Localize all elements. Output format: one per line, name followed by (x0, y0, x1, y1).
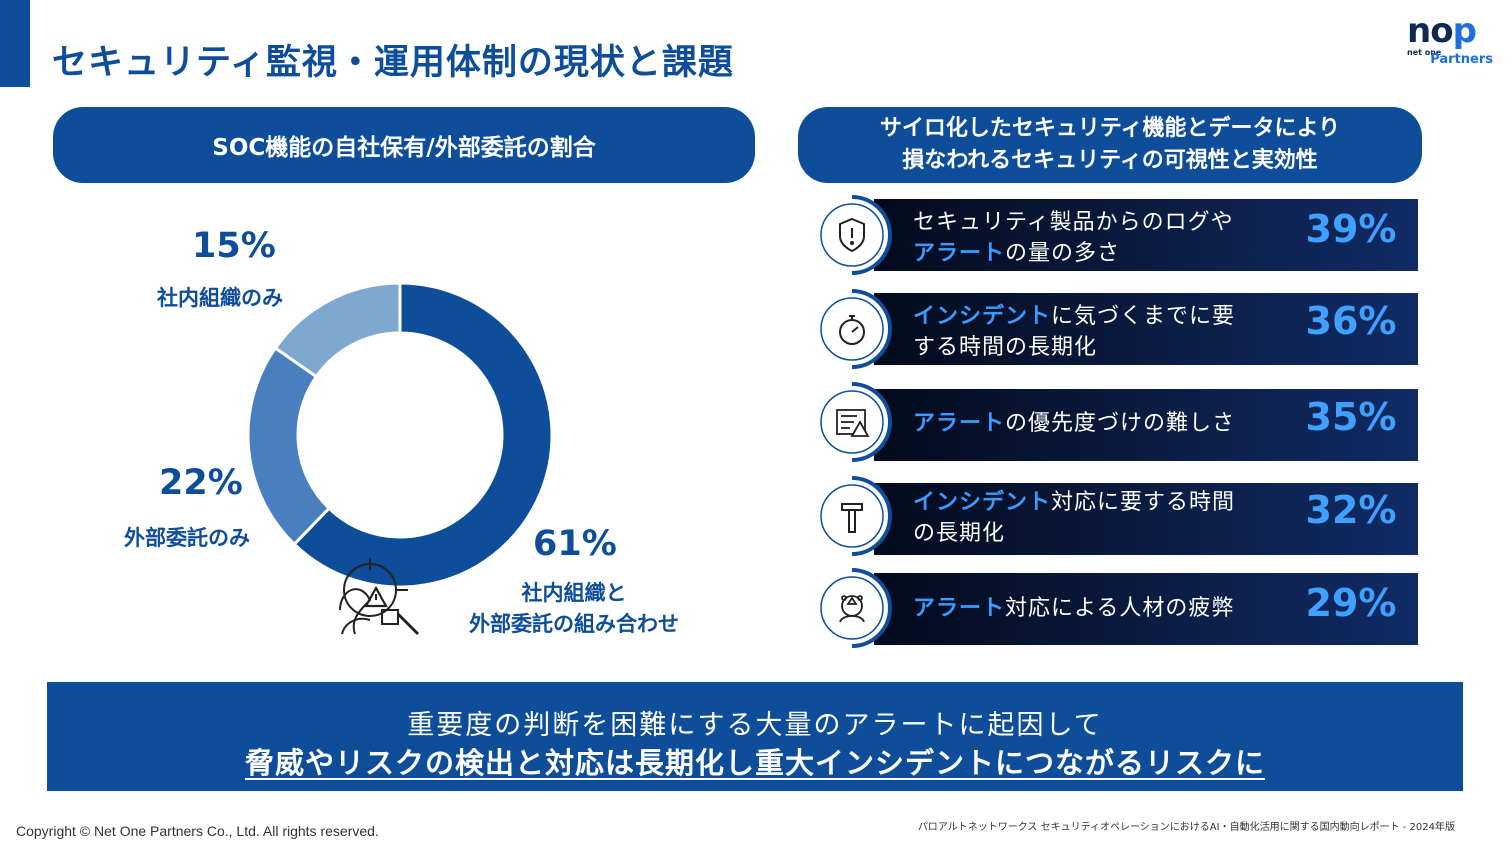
right-panel-header: サイロ化したセキュリティ機能とデータにより 損なわれるセキュリティの可視性と実効… (798, 107, 1422, 183)
issue-text-1: セキュリティ製品からのログや アラートの量の多さ (913, 207, 1293, 269)
checklist-warning-icon (836, 409, 870, 437)
slice-pct-22: 22% (159, 463, 243, 503)
issue-text-1-a: セキュリティ製品からのログや (913, 210, 1234, 235)
donut-slice (292, 281, 554, 589)
stopwatch-icon (839, 315, 865, 345)
page-title: セキュリティ監視・運用体制の現状と課題 (52, 43, 734, 83)
issue-text-2: インシデントに気づくまでに要 する時間の長期化 (913, 301, 1293, 363)
donut-slice (273, 281, 402, 379)
issue-row-bar (874, 199, 1418, 271)
issue-text-4-b: の長期化 (913, 521, 1006, 546)
issue-pct-1: 39% (1305, 207, 1397, 251)
issue-text-5-a: 対応による人材の疲弊 (1005, 596, 1235, 621)
issue-text-4: インシデント対応に要する時間 の長期化 (913, 487, 1293, 549)
right-header-line2: 損なわれるセキュリティの可視性と実効性 (902, 148, 1318, 173)
slice-label-combined: 社内組織と 外部委託の組み合わせ (448, 578, 700, 640)
slice-label-outsourced-only: 外部委託のみ (124, 526, 250, 550)
banner-line2-wrap: 脅威やリスクの検出と対応は長期化し重大インシデントにつながるリスクに (47, 740, 1463, 782)
issue-text-4-a: 対応に要する時間 (1051, 490, 1236, 515)
issue-row-bar (874, 389, 1418, 461)
security-analyst-alert-icon (339, 558, 420, 636)
issue-row-bar (874, 483, 1418, 555)
issue-text-2-b: する時間の長期化 (913, 335, 1098, 360)
issue-text-2-a: に気づくまでに要 (1051, 304, 1236, 329)
slice-label-combined-line2: 外部委託の組み合わせ (469, 612, 679, 636)
source-citation: パロアルトネットワークス セキュリティオペレーションにおけるAI・自動化活用に関… (917, 822, 1455, 833)
summary-banner: 重要度の判断を困難にする大量のアラートに起因して 脅威やリスクの検出と対応は長期… (47, 682, 1463, 791)
donut-chart (246, 281, 554, 636)
issue-text-1-b: の量の多さ (1005, 241, 1121, 266)
donut-slices (246, 281, 554, 589)
logo-line2: Partners (1430, 52, 1493, 67)
issue-row-badge (813, 568, 892, 648)
shield-alert-icon (839, 217, 865, 253)
company-logo: nop net one Partners (1407, 14, 1493, 70)
issue-row-badge (813, 289, 892, 369)
issue-highlight-alert: アラート (913, 596, 1006, 621)
issue-pct-2: 36% (1305, 299, 1397, 343)
issue-highlight-incident: インシデント (913, 304, 1052, 329)
slice-pct-15: 15% (192, 226, 276, 266)
issue-row-bar (874, 293, 1418, 365)
logo-mark-left: no (1407, 11, 1454, 51)
stressed-person-icon (839, 595, 865, 623)
right-header-line1: サイロ化したセキュリティ機能とデータにより (879, 116, 1341, 141)
issue-row-badge (813, 476, 892, 556)
issue-highlight-alert: アラート (913, 241, 1006, 266)
issue-text-5: アラート対応による人材の疲弊 (913, 593, 1293, 624)
issue-text-3: アラートの優先度づけの難しさ (913, 408, 1293, 439)
slice-pct-61: 61% (533, 524, 617, 564)
hammer-icon (841, 503, 863, 533)
logo-line1: net one (1407, 48, 1442, 57)
issue-pct-4: 32% (1305, 488, 1397, 532)
issue-row-badge (813, 382, 892, 462)
title-accent-bar (0, 0, 30, 87)
banner-line2: 脅威やリスクの検出と対応は長期化し重大インシデントにつながるリスクに (244, 746, 1265, 780)
issue-row-badge (813, 195, 892, 275)
issue-pct-5: 29% (1305, 581, 1397, 625)
slice-label-combined-line1: 社内組織と (521, 581, 627, 605)
issue-text-3-a: の優先度づけの難しさ (1005, 411, 1236, 436)
copyright: Copyright © Net One Partners Co., Ltd. A… (16, 823, 379, 839)
slice-label-internal-only: 社内組織のみ (157, 286, 283, 310)
issue-highlight-alert: アラート (913, 411, 1006, 436)
banner-line1: 重要度の判断を困難にする大量のアラートに起因して (407, 710, 1103, 741)
issue-highlight-incident: インシデント (913, 490, 1052, 515)
logo-mark-right: p (1452, 11, 1477, 51)
left-panel-header: SOC機能の自社保有/外部委託の割合 (53, 107, 755, 183)
issue-pct-3: 35% (1305, 395, 1397, 439)
issue-row-bar (874, 573, 1418, 645)
